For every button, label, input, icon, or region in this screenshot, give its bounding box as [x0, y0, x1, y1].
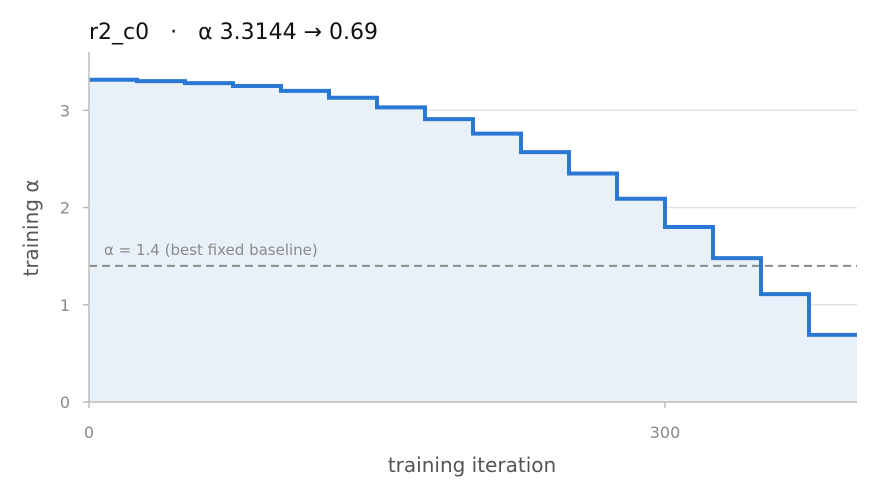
- axis-ticks: 0 1 2 3 0 300: [60, 101, 680, 442]
- y-tick-label-3: 3: [60, 101, 70, 120]
- x-axis-label: training iteration: [388, 453, 556, 477]
- y-tick-label-0: 0: [60, 393, 70, 412]
- baseline-annotation: α = 1.4 (best fixed baseline): [104, 241, 318, 259]
- y-axis-label: training α: [19, 179, 43, 276]
- y-tick-label-2: 2: [60, 199, 70, 218]
- x-tick-label-300: 300: [650, 423, 681, 442]
- y-tick-label-1: 1: [60, 296, 70, 315]
- chart-title: r2_c0 · α 3.3144 → 0.69: [89, 20, 378, 45]
- area-under-curve: [89, 79, 857, 403]
- series-line: [89, 77, 857, 337]
- x-tick-label-0: 0: [84, 423, 94, 442]
